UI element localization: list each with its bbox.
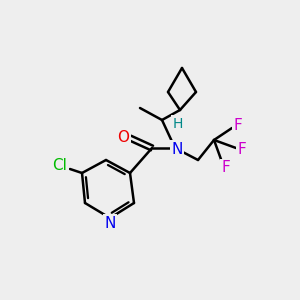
Text: F: F	[222, 160, 230, 175]
Text: N: N	[171, 142, 183, 157]
Text: H: H	[173, 117, 183, 131]
Text: O: O	[117, 130, 129, 146]
Text: N: N	[104, 215, 116, 230]
Text: Cl: Cl	[52, 158, 68, 172]
Text: F: F	[238, 142, 246, 158]
Text: F: F	[234, 118, 242, 134]
